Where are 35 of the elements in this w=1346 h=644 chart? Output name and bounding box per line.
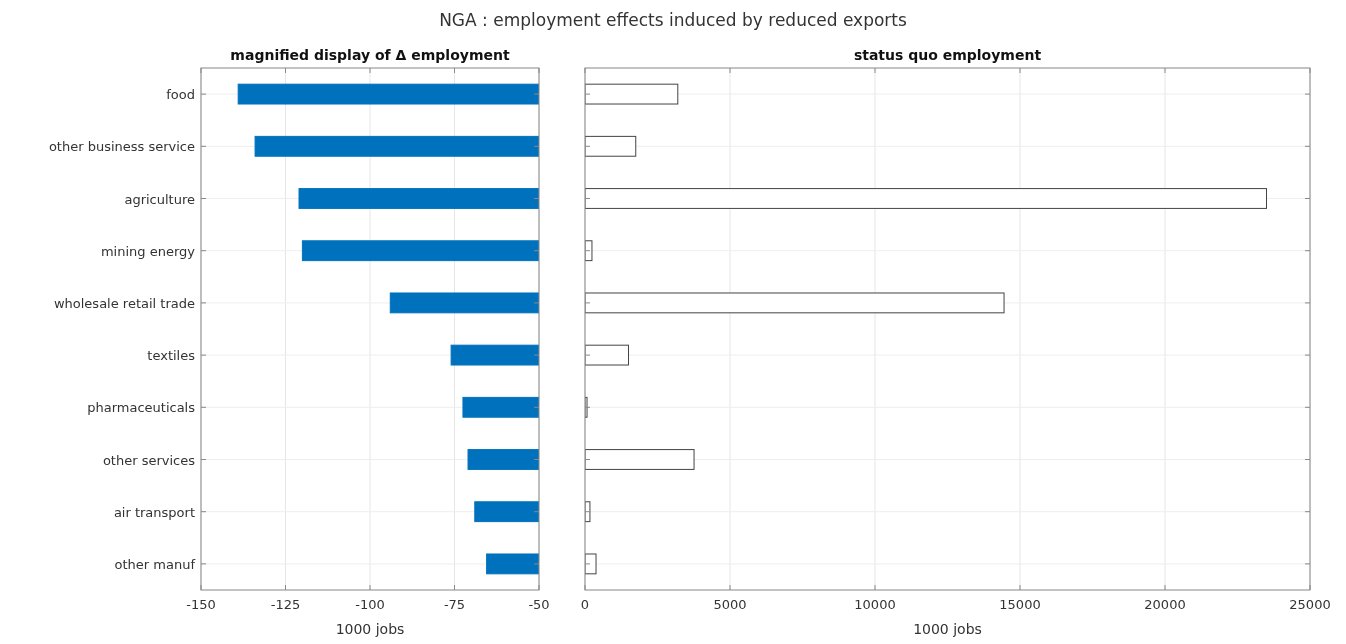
y-tick-label: mining energy xyxy=(100,243,196,259)
bar xyxy=(585,292,1005,314)
y-tick-label: other services xyxy=(102,452,196,468)
bar xyxy=(585,83,679,105)
x-tick-label: 5000 xyxy=(713,597,747,612)
y-tick-label: other manuf xyxy=(114,556,196,572)
x-tick-label: 10000 xyxy=(854,597,896,612)
x-tick-label: 20000 xyxy=(1144,597,1186,612)
x-tick-label: -100 xyxy=(355,597,385,612)
y-tick-label: wholesale retail trade xyxy=(53,295,195,311)
bar xyxy=(585,188,1267,209)
chart-title: status quo employment xyxy=(853,47,1042,63)
x-axis-title: 1000 jobs xyxy=(913,621,982,637)
bar xyxy=(585,240,593,262)
bar xyxy=(585,501,591,523)
x-tick-label: 25000 xyxy=(1289,597,1331,612)
x-axis-title: 1000 jobs xyxy=(335,621,405,637)
bar xyxy=(585,449,695,470)
y-tick-label: other business service xyxy=(48,139,195,155)
chart-subtitle: magnified display of Δ employment xyxy=(230,47,510,63)
bar xyxy=(585,553,597,575)
bar xyxy=(585,344,629,366)
x-tick-label: -50 xyxy=(528,597,550,612)
y-tick-label: food xyxy=(166,87,195,103)
y-tick-label: pharmaceuticals xyxy=(87,400,196,416)
y-tick-label: air transport xyxy=(113,504,195,520)
x-tick-label: 15000 xyxy=(999,597,1041,612)
x-tick-label: -75 xyxy=(443,597,466,612)
x-tick-label: -125 xyxy=(270,597,301,612)
x-tick-label: -150 xyxy=(186,597,216,612)
bar xyxy=(585,135,637,157)
text: NGA : employment effects induced by reduced exports xyxy=(439,10,907,30)
y-tick-label: agriculture xyxy=(124,191,195,207)
y-tick-label: textiles xyxy=(147,348,196,364)
x-tick-label: 0 xyxy=(580,597,590,612)
